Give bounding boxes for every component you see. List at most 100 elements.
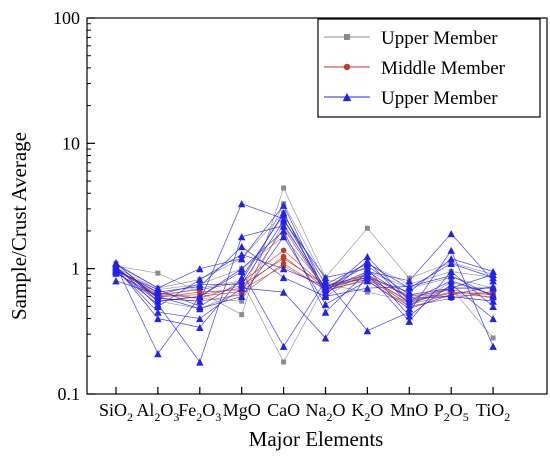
data-point bbox=[363, 252, 372, 261]
data-point bbox=[447, 259, 455, 268]
data-point bbox=[279, 265, 288, 273]
data-point bbox=[489, 342, 497, 350]
data-point bbox=[279, 201, 288, 209]
data-point bbox=[447, 272, 455, 280]
data-point bbox=[321, 300, 330, 308]
data-point bbox=[112, 262, 120, 270]
series-group-1 bbox=[113, 185, 496, 365]
data-point bbox=[490, 335, 496, 341]
data-point bbox=[154, 314, 162, 323]
data-point bbox=[489, 284, 497, 292]
data-point bbox=[237, 255, 246, 263]
data-point bbox=[363, 284, 372, 292]
legend-marker bbox=[344, 34, 350, 40]
data-point bbox=[321, 334, 330, 342]
x-tick-label: P2O5 bbox=[434, 400, 469, 424]
data-point bbox=[154, 350, 162, 358]
series-line bbox=[115, 230, 494, 313]
data-point bbox=[447, 284, 455, 292]
data-point bbox=[364, 225, 370, 231]
data-point bbox=[196, 314, 204, 323]
data-point bbox=[239, 298, 245, 304]
series-line bbox=[115, 249, 494, 355]
x-tick-label: Fe2O3 bbox=[178, 400, 221, 424]
y-axis: 0.1 1 10 100 bbox=[53, 8, 95, 404]
data-point bbox=[489, 273, 497, 282]
data-point bbox=[447, 255, 455, 263]
data-point bbox=[237, 277, 246, 285]
data-point bbox=[279, 217, 288, 225]
data-point bbox=[321, 291, 330, 299]
legend-label: Upper Member bbox=[381, 28, 498, 49]
series-line bbox=[115, 256, 494, 302]
x-tick-label: Al2O3 bbox=[136, 400, 179, 424]
data-point bbox=[447, 246, 455, 254]
data-point bbox=[364, 289, 370, 295]
data-point bbox=[489, 292, 497, 301]
series-line bbox=[115, 258, 494, 299]
plot-content bbox=[112, 185, 497, 366]
data-point bbox=[279, 288, 288, 296]
data-point bbox=[279, 273, 288, 282]
x-tick-label: K2O bbox=[351, 400, 383, 424]
legend-marker bbox=[342, 92, 352, 102]
legend-item: Upper Member bbox=[324, 88, 498, 109]
data-point bbox=[237, 200, 246, 208]
data-point bbox=[154, 308, 162, 316]
x-tick-label: SiO2 bbox=[99, 400, 133, 424]
data-point bbox=[405, 300, 414, 308]
data-point bbox=[281, 185, 287, 191]
data-point bbox=[237, 250, 246, 258]
y-tick-label: 0.1 bbox=[58, 384, 81, 404]
data-point bbox=[196, 292, 204, 301]
data-point bbox=[447, 267, 455, 276]
x-axis-label: Major Elements bbox=[249, 427, 384, 451]
data-point bbox=[489, 267, 497, 276]
data-point bbox=[489, 297, 497, 305]
data-point bbox=[405, 317, 414, 325]
y-tick-label: 1 bbox=[71, 259, 80, 279]
legend-box bbox=[317, 18, 541, 118]
data-point bbox=[279, 233, 288, 241]
data-point bbox=[197, 289, 203, 295]
data-point bbox=[405, 305, 414, 313]
data-point bbox=[154, 302, 162, 310]
data-point bbox=[196, 265, 204, 273]
data-point bbox=[405, 288, 414, 296]
data-point bbox=[279, 227, 288, 235]
data-point bbox=[280, 247, 287, 254]
data-point bbox=[321, 273, 330, 282]
data-point bbox=[447, 292, 455, 301]
x-tick-label: TiO2 bbox=[476, 400, 510, 424]
y-tick-label: 100 bbox=[53, 8, 80, 28]
data-point bbox=[196, 323, 204, 331]
data-point bbox=[112, 277, 120, 285]
data-point bbox=[154, 291, 162, 299]
data-point bbox=[196, 280, 204, 288]
data-point bbox=[237, 284, 246, 292]
data-point bbox=[196, 358, 204, 366]
data-point bbox=[196, 297, 204, 305]
series-line bbox=[115, 211, 494, 307]
series-line bbox=[115, 220, 494, 319]
series-line bbox=[115, 236, 494, 309]
legend: Upper Member Middle Member Upper Member bbox=[317, 18, 541, 118]
legend-label: Upper Member bbox=[381, 88, 498, 109]
series-line bbox=[115, 187, 494, 316]
plot-frame bbox=[86, 17, 548, 395]
series-group-3 bbox=[112, 200, 497, 366]
series-line bbox=[115, 225, 494, 363]
series-line bbox=[115, 222, 494, 307]
legend-item: Upper Member bbox=[324, 28, 498, 49]
x-tick-label: MgO bbox=[223, 400, 261, 420]
series-line bbox=[115, 236, 494, 291]
data-point bbox=[237, 233, 246, 241]
x-tick-label: Na2O bbox=[306, 400, 346, 424]
data-point bbox=[405, 312, 414, 320]
data-point bbox=[405, 277, 414, 285]
y-tick-label: 10 bbox=[62, 133, 80, 153]
legend-label: Middle Member bbox=[381, 58, 506, 79]
data-point bbox=[321, 282, 330, 291]
series-line bbox=[115, 203, 494, 302]
